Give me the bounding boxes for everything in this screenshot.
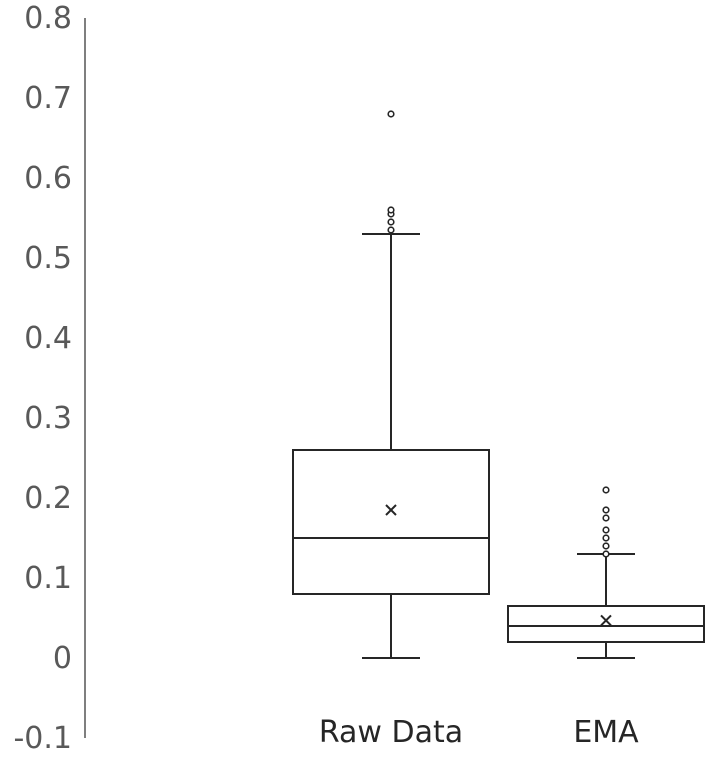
y-tick-label: 0.5 xyxy=(24,241,72,276)
y-tick-label: 0.1 xyxy=(24,561,72,596)
box-series xyxy=(292,110,705,659)
y-tick-label: 0 xyxy=(53,641,72,676)
y-tick-label: 0.6 xyxy=(24,161,72,196)
outlier-point xyxy=(602,534,610,542)
outlier-point xyxy=(602,526,610,534)
y-tick-label: 0.8 xyxy=(24,1,72,36)
outlier-point xyxy=(387,110,395,118)
box-ema xyxy=(507,486,705,659)
outlier-point xyxy=(602,514,610,522)
outlier-point xyxy=(602,542,610,550)
y-tick-label: 0.3 xyxy=(24,401,72,436)
outlier-point xyxy=(387,218,395,226)
outlier-point xyxy=(387,206,395,214)
outlier-point xyxy=(602,550,610,558)
outlier-point xyxy=(387,226,395,234)
interquartile-box xyxy=(507,605,705,643)
interquartile-box xyxy=(292,449,490,595)
outlier-point xyxy=(602,506,610,514)
y-tick-label: -0.1 xyxy=(13,721,72,756)
y-tick-label: 0.4 xyxy=(24,321,72,356)
x-axis-labels: Raw Data EMA xyxy=(319,715,639,750)
x-category-label: EMA xyxy=(573,715,639,750)
outlier-point xyxy=(602,486,610,494)
y-axis-ticks: -0.1 0 0.1 0.2 0.3 0.4 0.5 0.6 0.7 0.8 xyxy=(13,1,72,756)
box-raw-data xyxy=(292,110,490,659)
y-tick-label: 0.7 xyxy=(24,81,72,116)
mean-marker xyxy=(600,614,612,627)
mean-marker xyxy=(385,504,397,516)
x-category-label: Raw Data xyxy=(319,715,463,750)
y-tick-label: 0.2 xyxy=(24,481,72,516)
